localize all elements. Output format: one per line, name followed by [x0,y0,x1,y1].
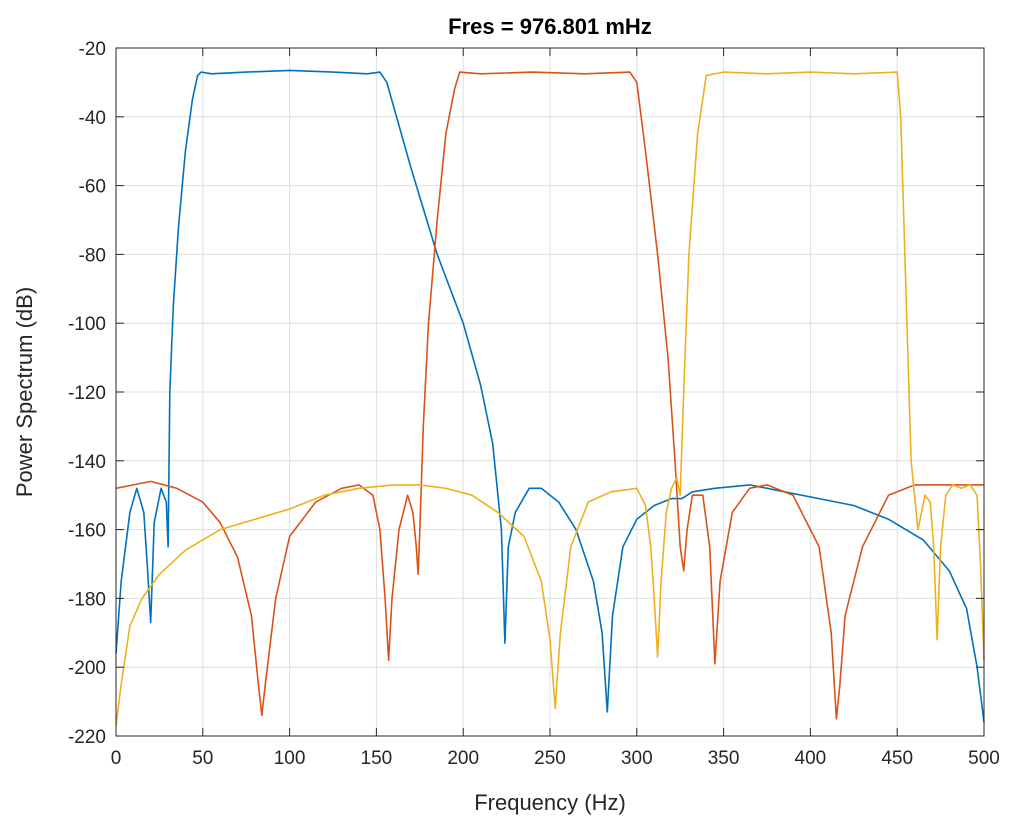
x-tick-label: 450 [881,748,913,769]
series-yellow-line [115,71,985,726]
x-tick-label: 500 [968,748,1000,769]
x-axis-label: Frequency (Hz) [474,790,626,815]
y-axis-label: Power Spectrum (dB) [12,287,37,497]
y-tick-label: -100 [68,314,106,335]
x-tick-label: 400 [795,748,827,769]
x-axis-ticks: 0 50 100 150 200 250 300 350 400 450 500 [111,48,1000,769]
x-tick-label: 100 [274,748,306,769]
y-tick-label: -60 [79,177,106,198]
y-tick-label: -180 [68,589,106,610]
x-tick-label: 0 [111,748,122,769]
chart-title: Fres = 976.801 mHz [448,14,652,39]
x-tick-label: 150 [361,748,393,769]
series-layer [115,69,985,726]
series-orange-line [115,71,984,720]
y-axis-ticks: -20 -40 -60 -80 -100 -120 -140 -160 -180 -200 -220 [68,39,984,748]
y-tick-label: -140 [68,452,106,473]
y-tick-label: -120 [68,383,106,404]
x-tick-label: 350 [708,748,740,769]
x-tick-label: 250 [534,748,566,769]
y-tick-label: -200 [68,658,106,679]
y-tick-label: -160 [68,521,106,542]
y-tick-label: -80 [79,245,106,266]
x-tick-label: 300 [621,748,653,769]
y-tick-label: -20 [79,39,106,60]
y-tick-label: -220 [68,727,106,748]
y-tick-label: -40 [79,108,106,129]
x-tick-label: 200 [447,748,479,769]
series-blue-line [115,69,985,723]
x-tick-label: 50 [192,748,213,769]
